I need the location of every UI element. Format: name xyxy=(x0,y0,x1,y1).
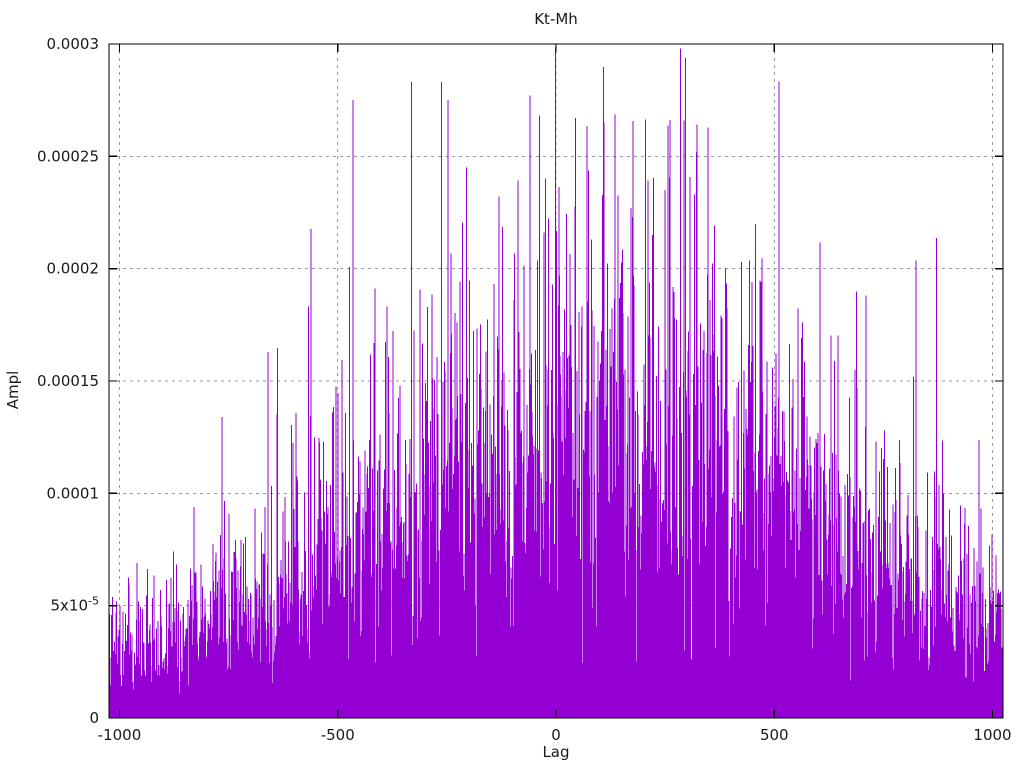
x-tick-label: -1000 xyxy=(98,726,142,744)
axis-ticks xyxy=(109,43,1003,719)
y-tick-label: 0.00015 xyxy=(37,372,99,390)
chart-title: Kt-Mh xyxy=(534,10,578,28)
y-axis-title: Ampl xyxy=(4,371,22,410)
x-tick-label: 1000 xyxy=(973,726,1011,744)
y-tick-label: 0.00025 xyxy=(37,147,99,165)
y-axis-tick-labels: 0 5x10-5 0.0001 0.00015 0.0002 0.00025 0.0003 xyxy=(37,35,99,727)
x-axis-tick-labels: -1000 -500 0 500 1000 xyxy=(98,726,1012,744)
x-axis-title: Lag xyxy=(542,743,569,761)
impulse-series xyxy=(108,47,1004,718)
y-tick-label: 0.0001 xyxy=(47,484,100,502)
x-tick-label: 0 xyxy=(551,726,561,744)
y-tick-label: 0 xyxy=(89,709,99,727)
y-tick-label: 5x10-5 xyxy=(51,595,99,615)
y-tick-label: 0.0002 xyxy=(47,260,100,278)
y-tick-label: 0.0003 xyxy=(47,35,100,53)
x-tick-label: 500 xyxy=(760,726,789,744)
x-tick-label: -500 xyxy=(321,726,355,744)
